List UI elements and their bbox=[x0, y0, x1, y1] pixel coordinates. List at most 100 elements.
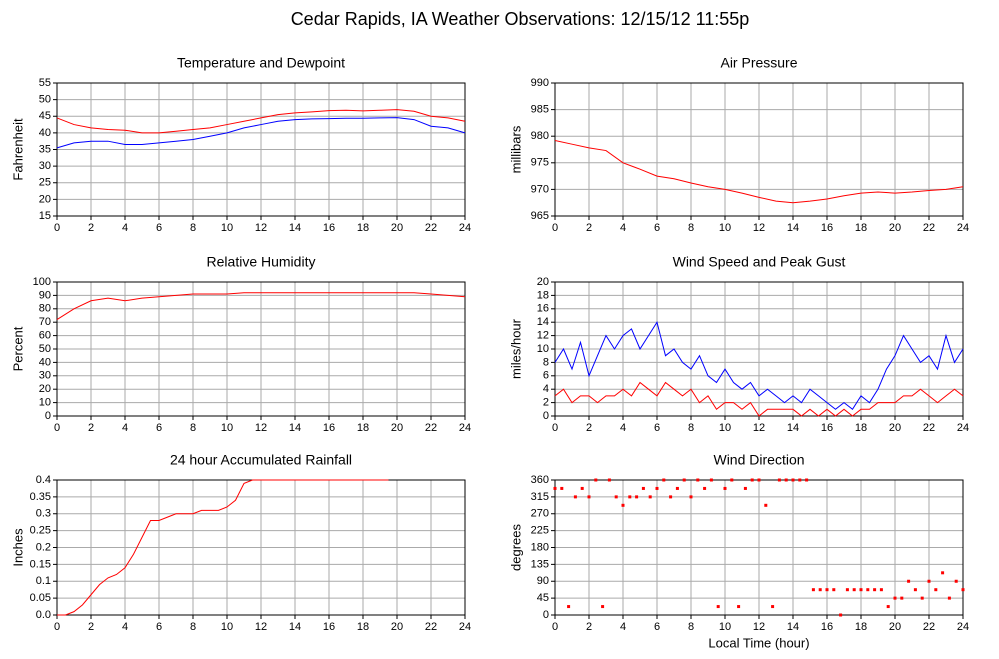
y-tick-label: 2 bbox=[543, 397, 549, 409]
y-tick-label: 30 bbox=[39, 160, 51, 172]
x-tick-label: 24 bbox=[459, 222, 471, 234]
x-tick-label: 10 bbox=[221, 621, 233, 633]
panel-title: Temperature and Dewpoint bbox=[177, 55, 345, 71]
x-tick-label: 14 bbox=[787, 621, 799, 633]
x-tick-label: 6 bbox=[654, 621, 660, 633]
data-point bbox=[635, 495, 639, 499]
data-point bbox=[784, 478, 788, 482]
y-tick-label: 965 bbox=[531, 210, 549, 222]
x-axis-label: Local Time (hour) bbox=[708, 635, 809, 650]
data-point bbox=[655, 486, 659, 490]
y-tick-label: 225 bbox=[531, 525, 549, 537]
x-tick-label: 16 bbox=[821, 422, 833, 434]
data-line bbox=[57, 479, 389, 616]
x-tick-label: 0 bbox=[552, 422, 558, 434]
x-tick-label: 12 bbox=[255, 621, 267, 633]
x-tick-label: 0 bbox=[54, 621, 60, 633]
y-tick-label: 315 bbox=[531, 491, 549, 503]
y-tick-label: 35 bbox=[39, 143, 51, 155]
x-tick-label: 22 bbox=[923, 621, 935, 633]
data-point bbox=[567, 605, 571, 609]
y-tick-label: 4 bbox=[543, 383, 549, 395]
x-tick-label: 8 bbox=[190, 222, 196, 234]
x-tick-label: 8 bbox=[688, 621, 694, 633]
x-tick-label: 12 bbox=[255, 222, 267, 234]
data-point bbox=[703, 486, 707, 490]
data-point bbox=[730, 478, 734, 482]
y-axis-label: Percent bbox=[10, 326, 25, 371]
x-tick-label: 12 bbox=[753, 422, 765, 434]
x-tick-label: 16 bbox=[323, 222, 335, 234]
y-tick-label: 985 bbox=[531, 104, 549, 116]
data-point bbox=[879, 588, 883, 592]
x-tick-label: 20 bbox=[391, 621, 403, 633]
y-tick-label: 6 bbox=[543, 370, 549, 382]
y-axis-label: miles/hour bbox=[508, 318, 523, 379]
data-point bbox=[866, 588, 870, 592]
y-tick-label: 45 bbox=[39, 110, 51, 122]
x-tick-label: 22 bbox=[923, 422, 935, 434]
x-tick-label: 14 bbox=[289, 621, 301, 633]
data-point bbox=[927, 579, 931, 583]
y-tick-label: 15 bbox=[39, 210, 51, 222]
y-tick-label: 80 bbox=[39, 303, 51, 315]
x-tick-label: 10 bbox=[719, 422, 731, 434]
x-tick-label: 2 bbox=[88, 621, 94, 633]
y-tick-label: 55 bbox=[39, 77, 51, 89]
x-tick-label: 6 bbox=[654, 222, 660, 234]
x-tick-label: 16 bbox=[323, 621, 335, 633]
y-axis-label: Inches bbox=[10, 528, 25, 567]
y-tick-label: 25 bbox=[39, 177, 51, 189]
y-tick-label: 16 bbox=[537, 303, 549, 315]
y-tick-label: 0.05 bbox=[30, 592, 51, 604]
data-point bbox=[641, 486, 645, 490]
y-tick-label: 0.0 bbox=[36, 609, 51, 621]
data-point bbox=[682, 478, 686, 482]
x-tick-label: 8 bbox=[190, 621, 196, 633]
y-tick-label: 270 bbox=[531, 508, 549, 520]
data-point bbox=[839, 613, 843, 617]
y-tick-label: 0.4 bbox=[36, 474, 51, 486]
data-point bbox=[907, 579, 911, 583]
data-point bbox=[920, 596, 924, 600]
x-tick-label: 18 bbox=[855, 621, 867, 633]
x-tick-label: 24 bbox=[459, 621, 471, 633]
x-tick-label: 6 bbox=[156, 621, 162, 633]
y-axis-label: degrees bbox=[508, 524, 523, 571]
data-point bbox=[913, 588, 917, 592]
data-point bbox=[743, 486, 747, 490]
y-tick-label: 0 bbox=[543, 609, 549, 621]
x-tick-label: 4 bbox=[620, 422, 626, 434]
y-tick-label: 12 bbox=[537, 330, 549, 342]
y-tick-label: 10 bbox=[39, 397, 51, 409]
x-tick-label: 18 bbox=[357, 422, 369, 434]
y-tick-label: 0.2 bbox=[36, 541, 51, 553]
data-line bbox=[56, 117, 466, 149]
data-point bbox=[723, 486, 727, 490]
x-tick-label: 24 bbox=[957, 222, 969, 234]
x-tick-label: 6 bbox=[156, 422, 162, 434]
x-tick-label: 18 bbox=[855, 222, 867, 234]
data-point bbox=[553, 486, 557, 490]
y-tick-label: 30 bbox=[39, 370, 51, 382]
x-tick-label: 14 bbox=[787, 422, 799, 434]
panel-title: Wind Speed and Peak Gust bbox=[673, 254, 846, 270]
y-tick-label: 970 bbox=[531, 183, 549, 195]
x-tick-label: 4 bbox=[122, 422, 128, 434]
data-point bbox=[709, 478, 713, 482]
panel-title: Wind Direction bbox=[713, 452, 804, 468]
y-tick-label: 20 bbox=[39, 383, 51, 395]
data-line bbox=[554, 139, 964, 204]
x-tick-label: 6 bbox=[156, 222, 162, 234]
data-point bbox=[573, 495, 577, 499]
data-line bbox=[56, 292, 466, 320]
y-axis-label: millibars bbox=[508, 125, 523, 173]
x-tick-label: 4 bbox=[620, 222, 626, 234]
y-tick-label: 0.3 bbox=[36, 508, 51, 520]
plot-frame bbox=[554, 82, 964, 217]
y-tick-label: 18 bbox=[537, 289, 549, 301]
y-tick-label: 10 bbox=[537, 343, 549, 355]
x-tick-label: 18 bbox=[357, 621, 369, 633]
data-point bbox=[771, 605, 775, 609]
